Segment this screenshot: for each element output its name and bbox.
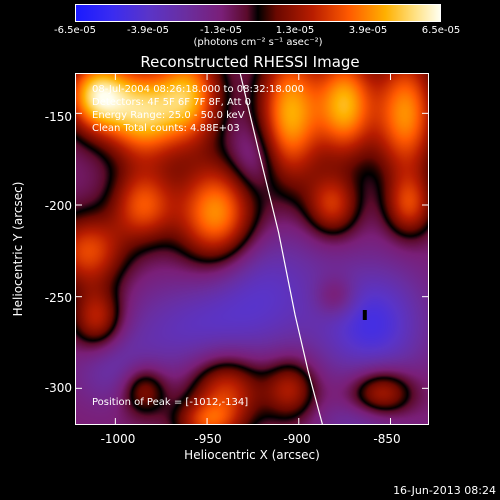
colorbar-tick: 6.5e-05 [421, 25, 461, 36]
colorbar [75, 4, 441, 22]
y-tick-label: -250 [44, 291, 72, 305]
timestamp-footer: 16-Jun-2013 08:24 [393, 484, 496, 497]
solar-limb-line [239, 73, 324, 425]
colorbar-unit-label: (photons cm⁻² s⁻¹ asec⁻²) [193, 37, 323, 48]
chart-title: Reconstructed RHESSI Image [140, 53, 360, 71]
method-counts-annotation: Clean Total counts: 4.88E+03 [92, 123, 240, 134]
time-range-annotation: 08-Jul-2004 08:26:18.000 to 08:32:18.000 [92, 84, 304, 95]
peak-position-annotation: Position of Peak = [-1012,-134] [92, 397, 249, 408]
y-tick-label: -200 [44, 199, 72, 213]
y-tick-label: -150 [44, 110, 72, 124]
colorbar-tick: 1.3e-05 [275, 25, 315, 36]
heatmap-image [75, 73, 429, 425]
x-tick-label: -1000 [100, 432, 136, 446]
colorbar-tick: -1.3e-05 [200, 25, 242, 36]
colorbar-tick: -3.9e-05 [127, 25, 169, 36]
detectors-annotation: Detectors: 4F 5F 6F 7F 8F, Att 0 [92, 97, 252, 108]
x-axis-label: Heliocentric X (arcsec) [184, 448, 320, 462]
x-tick-label: -900 [283, 432, 311, 446]
y-tick-label: -300 [44, 381, 72, 395]
colorbar-tick: -6.5e-05 [54, 25, 96, 36]
x-tick-label: -950 [194, 432, 222, 446]
plot-overlay [75, 73, 429, 425]
y-axis-label: Heliocentric Y (arcsec) [11, 181, 25, 317]
x-tick-label: -850 [373, 432, 401, 446]
colorbar-tick: 3.9e-05 [348, 25, 388, 36]
peak-marker [362, 310, 367, 320]
energy-range-annotation: Energy Range: 25.0 - 50.0 keV [92, 110, 245, 121]
